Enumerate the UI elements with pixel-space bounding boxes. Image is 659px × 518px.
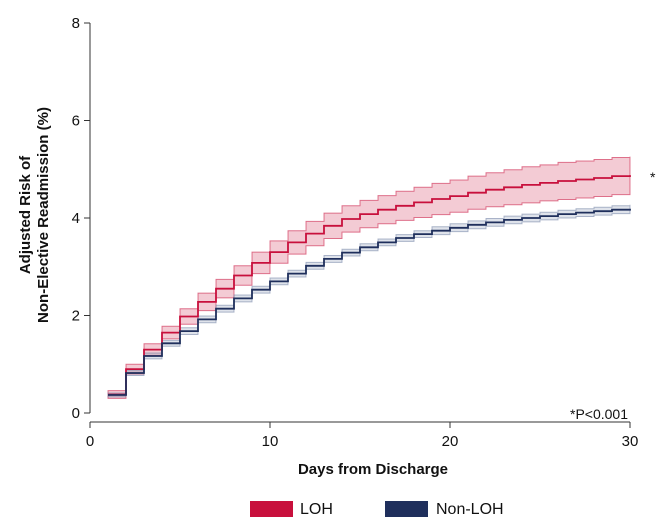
series-line-loh [108, 175, 631, 396]
ci-band-non-loh [107, 204, 631, 398]
y-tick-label: 0 [72, 405, 80, 422]
x-axis-title: Days from Discharge [298, 461, 448, 478]
p-value-annotation: *P<0.001 [570, 406, 628, 422]
ci-band-loh [107, 156, 631, 399]
y-axis-ticks: 0 2 4 6 8 [72, 15, 90, 422]
x-tick-label: 20 [442, 433, 459, 450]
y-tick-label: 2 [72, 308, 80, 325]
series-line-non-loh [108, 208, 631, 396]
legend-swatch-loh [250, 501, 293, 517]
series-lines [108, 175, 631, 396]
x-tick-label: 0 [86, 433, 94, 450]
significance-marker: * [650, 169, 656, 185]
y-axis-title-line-2: Non-Elective Readmission (%) [35, 107, 52, 323]
y-axis-title: Adjusted Risk of Non-Elective Readmissio… [17, 107, 52, 323]
y-tick-label: 8 [72, 15, 80, 32]
legend-swatch-non-loh [385, 501, 428, 517]
y-axis-title-line-1: Adjusted Risk of [17, 155, 34, 274]
y-tick-label: 6 [72, 113, 80, 130]
legend: LOH Non-LOH [250, 501, 504, 518]
legend-label-loh: LOH [300, 501, 333, 518]
x-axis-ticks: 0 10 20 30 [86, 422, 639, 450]
x-tick-label: 10 [262, 433, 279, 450]
x-tick-label: 30 [622, 433, 639, 450]
confidence-bands [107, 156, 631, 399]
y-tick-label: 4 [72, 210, 80, 227]
legend-label-non-loh: Non-LOH [436, 501, 504, 518]
